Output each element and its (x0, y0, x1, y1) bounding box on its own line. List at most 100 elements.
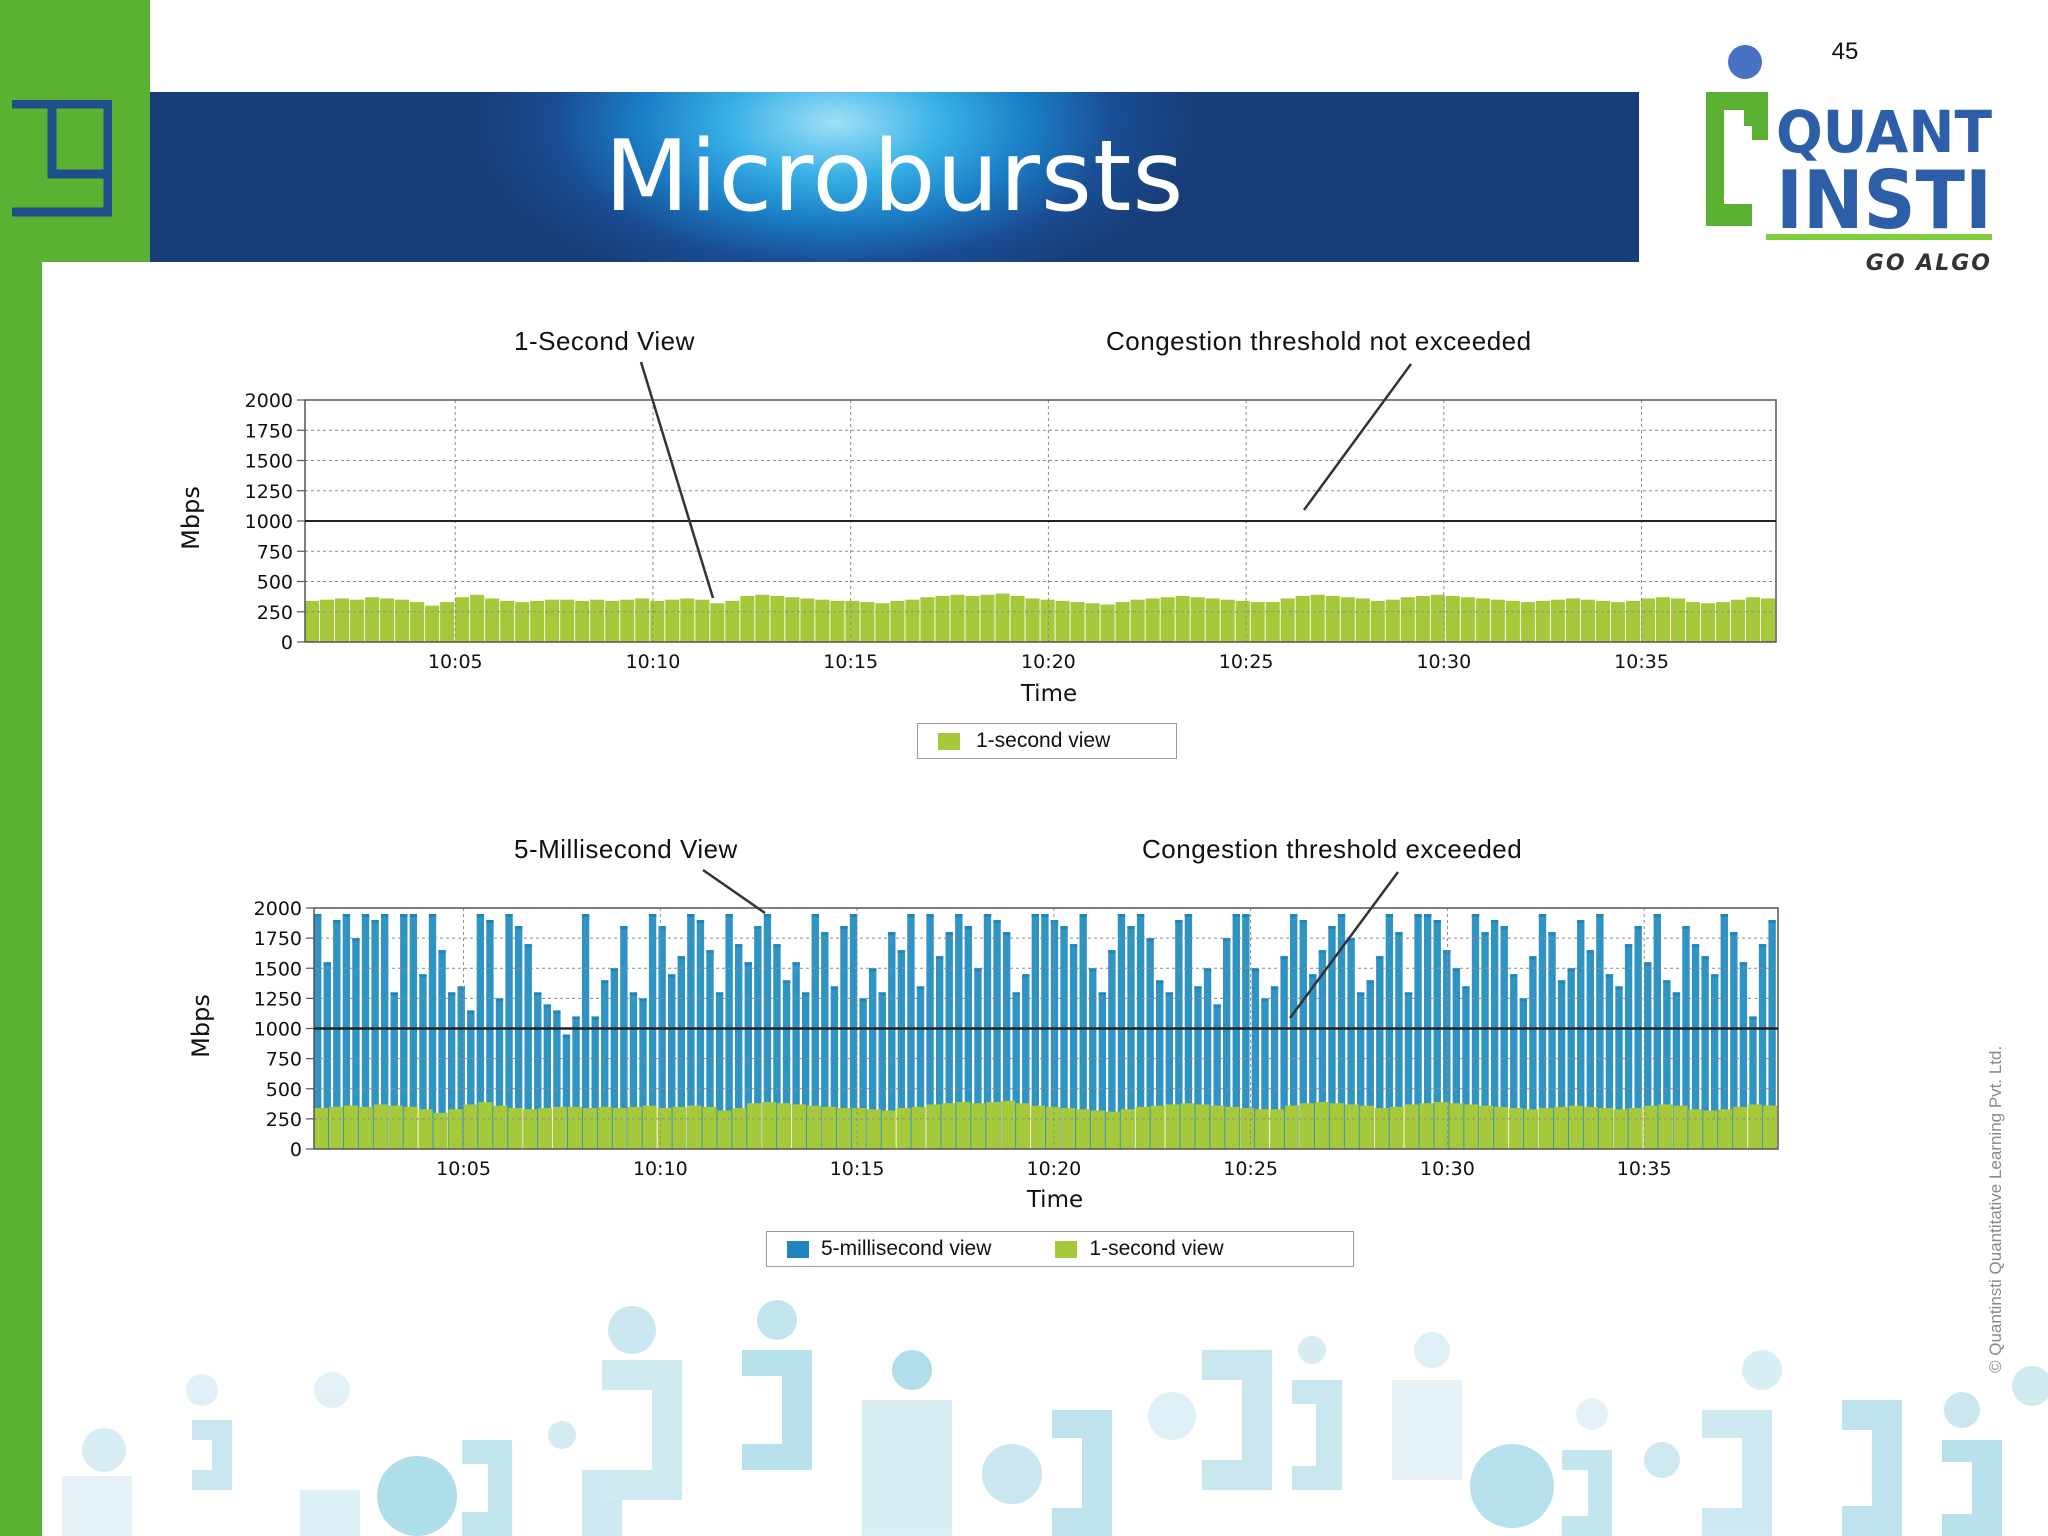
c2-bar-cap (400, 914, 408, 918)
c2-bar-5ms (1079, 914, 1087, 1149)
c1-bar-1s (620, 599, 635, 642)
c2-bar-5ms (677, 956, 685, 1149)
c2-bar-cap (438, 950, 446, 954)
c2-bar-cap (792, 962, 800, 966)
chart-2-y-axis-label: Mbps (187, 994, 215, 1058)
c2-bar-cap (878, 992, 886, 996)
c2-bar-5ms (1653, 914, 1661, 1149)
chart-2-legend-label-1s: 1-second view (1089, 1237, 1224, 1260)
c2-bar-cap (1481, 932, 1489, 936)
c2-bar-cap (1720, 914, 1728, 918)
c2-bar-cap (840, 926, 848, 930)
c2-bar-1s (1583, 1106, 1598, 1149)
c2-bar-5ms (1261, 998, 1269, 1150)
c1-bar-1s (1055, 600, 1070, 642)
c2-bar-cap (1270, 986, 1279, 990)
c2-bar-5ms (1567, 968, 1575, 1149)
c1-bar-1s (515, 602, 530, 642)
c2-bar-cap (1624, 944, 1633, 948)
c1-x-tick-label: 10:15 (823, 651, 878, 673)
c2-bar-5ms (1337, 914, 1346, 1149)
c2-bar-cap (1280, 956, 1288, 960)
logo-word-insti: INSTI (1776, 154, 1992, 247)
corner-accent-block (0, 0, 150, 262)
c2-bar-cap (1060, 926, 1068, 930)
c2-bar-cap (706, 950, 714, 954)
c2-bar-cap (1031, 914, 1040, 918)
c2-bar-cap (926, 914, 934, 918)
c2-bar-5ms (1615, 986, 1623, 1149)
c1-bar-1s (305, 600, 320, 642)
c2-bar-cap (1022, 974, 1030, 978)
chart-2-annotation-pointer-left (702, 868, 766, 915)
c2-bar-1s (1419, 1103, 1434, 1149)
c2-bar-5ms (782, 980, 791, 1149)
c1-bar-1s (725, 600, 740, 642)
c2-bar-1s (1658, 1104, 1673, 1149)
c1-bar-1s (1295, 596, 1310, 642)
c2-bar-cap (1529, 956, 1537, 960)
slide-number: 45 (1831, 38, 1859, 65)
c2-bar-1s (1075, 1109, 1090, 1149)
chart-1-x-axis-label: Time (1020, 681, 1077, 707)
c2-bar-5ms (840, 926, 848, 1149)
c2-bar-1s (1285, 1105, 1300, 1149)
c2-bar-5ms (1586, 950, 1594, 1149)
c2-bar-cap (352, 938, 360, 942)
c1-y-tick-label: 500 (257, 572, 293, 594)
c2-bar-cap (1644, 962, 1652, 966)
c2-bar-cap (1404, 992, 1413, 996)
c2-bar-5ms (754, 926, 762, 1149)
c2-bar-5ms (333, 920, 341, 1149)
c1-bar-1s (1205, 598, 1220, 642)
c2-bar-5ms (955, 914, 963, 1149)
c1-bar-1s (410, 602, 425, 642)
c2-bar-1s (1314, 1102, 1329, 1149)
c2-bar-cap (1194, 986, 1202, 990)
c2-bar-1s (1150, 1105, 1165, 1149)
c2-bar-cap (1548, 932, 1556, 936)
chart-2-legend: 5-millisecond view 1-second view (766, 1231, 1354, 1267)
c2-bar-1s (1374, 1108, 1389, 1149)
c1-bar-1s (1355, 598, 1370, 642)
c1-bar-1s (575, 600, 590, 642)
c2-bar-cap (1318, 950, 1327, 954)
c1-bar-1s (965, 596, 980, 642)
c2-bar-cap (467, 1010, 475, 1014)
c2-bar-5ms (591, 1016, 599, 1149)
c2-bar-5ms (639, 998, 647, 1150)
c1-bar-1s (680, 598, 695, 642)
c2-bar-1s (1613, 1109, 1628, 1149)
c1-bar-1s (905, 599, 920, 642)
c1-bar-1s (830, 600, 845, 642)
c2-bar-1s (1195, 1104, 1210, 1149)
c2-bar-1s (1524, 1109, 1539, 1149)
c1-bar-1s (1040, 599, 1055, 642)
c1-bar-1s (890, 600, 905, 642)
c2-bar-cap (1500, 926, 1508, 930)
c2-bar-5ms (534, 992, 542, 1149)
c2-bar-cap (476, 914, 485, 918)
c1-y-tick-label: 0 (281, 632, 293, 654)
c2-bar-5ms (467, 1010, 475, 1149)
c2-bar-cap (1586, 950, 1594, 954)
c1-bar-1s (455, 597, 470, 642)
c2-bar-cap (562, 1034, 571, 1038)
chart-2-plot-frame (313, 907, 1779, 1150)
c2-bar-cap (1615, 986, 1623, 990)
c2-bar-5ms (1452, 968, 1461, 1149)
c2-bar-5ms (1290, 914, 1298, 1149)
c2-bar-cap (859, 998, 867, 1002)
c2-bar-1s (851, 1108, 866, 1149)
c1-bar-1s (1535, 600, 1550, 642)
c2-bar-5ms (1223, 938, 1231, 1150)
c1-bar-1s (1430, 594, 1445, 642)
c1-bar-1s (1625, 600, 1641, 642)
c2-bar-5ms (486, 920, 494, 1149)
c2-bar-1s (1538, 1108, 1554, 1149)
c2-bar-cap (849, 914, 858, 918)
c2-bar-5ms (811, 914, 819, 1149)
c2-bar-cap (524, 944, 532, 948)
c1-bar-1s (770, 596, 785, 642)
c2-bar-5ms (1529, 956, 1537, 1149)
